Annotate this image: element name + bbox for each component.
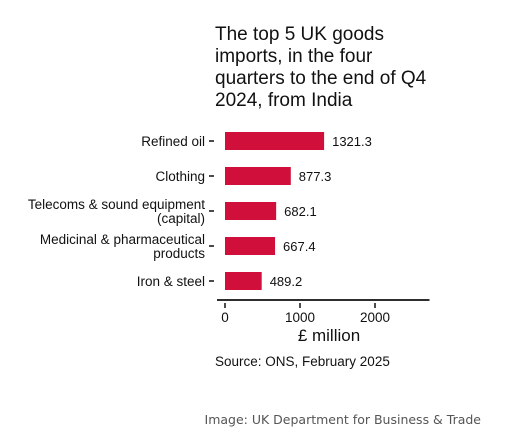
x-tick-label: 1000 [285,310,315,325]
chart-title-line: 2024, from India [215,90,353,111]
bar-value-label: 667.4 [283,239,316,254]
category-label: products [153,246,205,261]
category-label: Clothing [155,169,205,184]
bar-value-label: 682.1 [284,204,317,219]
x-axis: 0 1000 2000 [217,299,430,325]
bar-value-label: 489.2 [270,274,303,289]
bar-value-label: 1321.3 [332,134,372,149]
source-note: Source: ONS, February 2025 [215,354,390,369]
chart-title-line: The top 5 UK goods [215,24,384,45]
x-tick-label: 2000 [360,310,390,325]
category-label: Iron & steel [137,274,205,289]
x-axis-label: £ million [298,326,360,345]
bar [225,272,262,290]
chart-title-line: quarters to the end of Q4 [215,68,427,89]
chart-title-line: imports, in the four [215,46,373,67]
bar [225,167,291,185]
bar-value-label: 877.3 [299,169,332,184]
bar [225,202,277,220]
category-label: Telecoms & sound equipment [28,197,205,212]
category-label: Medicinal & pharmaceutical [40,232,205,247]
category-labels: Refined oil Clothing Telecoms & sound equi… [28,134,214,289]
bar [225,132,325,150]
bars: 1321.3 877.3 682.1 667.4 489.2 [225,132,372,290]
bar [225,237,276,255]
x-tick-label: 0 [221,310,229,325]
category-label: Refined oil [141,134,205,149]
category-label: (capital) [157,211,205,226]
image-credit: Image: UK Department for Business & Trad… [204,412,481,427]
